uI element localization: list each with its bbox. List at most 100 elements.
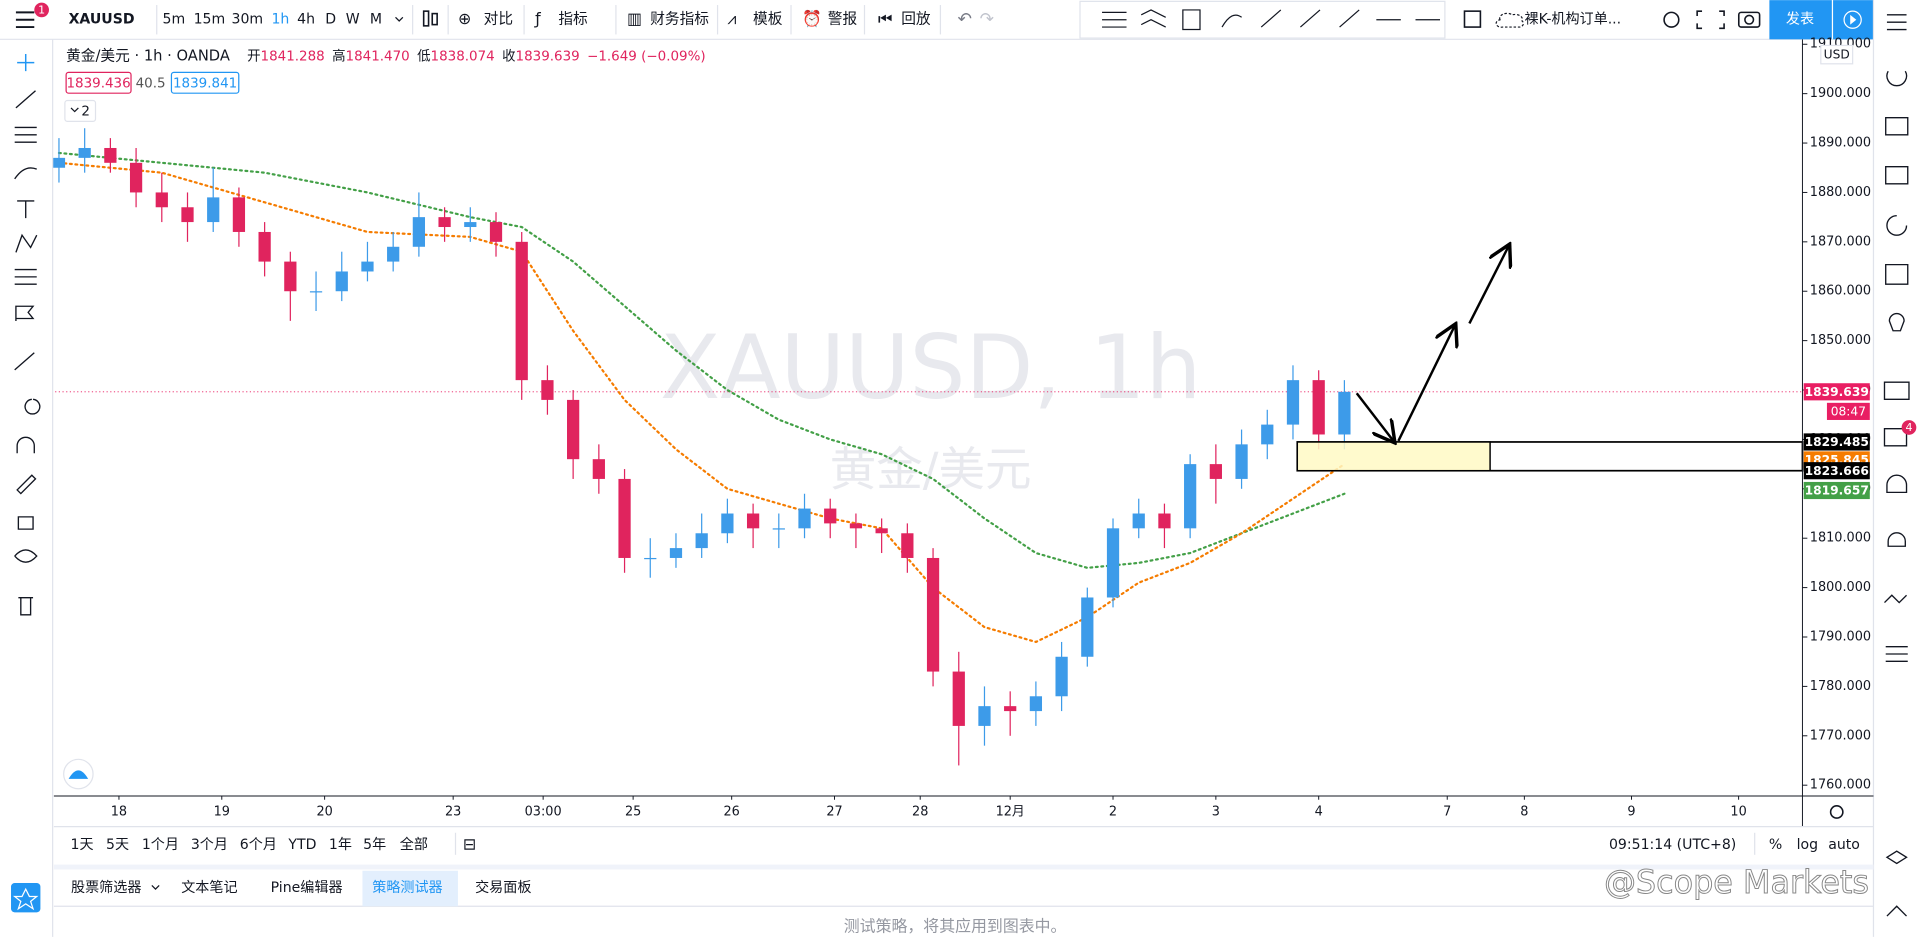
zone: [1296, 441, 1491, 472]
x-tick-label: 26: [724, 804, 740, 819]
bid-box[interactable]: [65, 71, 132, 94]
x-tick-label: 25: [625, 804, 641, 819]
x-tick-label: 12月: [996, 804, 1025, 819]
scale-option[interactable]: auto: [1828, 837, 1860, 853]
candle-body: [1106, 528, 1120, 598]
x-tick-label: 9: [1627, 804, 1635, 819]
panel-message: 测试策略，将其应用到图表中。: [844, 917, 1067, 936]
range-button[interactable]: 全部: [400, 836, 428, 853]
toolbar-button[interactable]: 模板: [753, 10, 783, 28]
watermark: XAUUSD, 1h: [660, 316, 1202, 419]
badge: 1: [38, 4, 45, 17]
toolbar-button[interactable]: 警报: [828, 11, 858, 28]
range-button[interactable]: 5天: [106, 837, 129, 853]
x-tick-label: 03:00: [525, 804, 562, 819]
toolbar-button[interactable]: 指标: [558, 11, 588, 28]
candle-body: [669, 548, 683, 558]
toolbar-button[interactable]: 对比: [484, 11, 513, 28]
x-tick-label: 18: [111, 804, 127, 819]
panel-tab[interactable]: 股票筛选器: [71, 880, 141, 896]
panel-tab[interactable]: 文本笔记: [181, 880, 237, 896]
ohlc-value: 1841.288: [261, 49, 325, 64]
bid: 1839.436: [66, 76, 130, 91]
candle-body: [129, 162, 143, 193]
candle-body: [1312, 380, 1325, 435]
tab-dropdown: [151, 885, 160, 890]
candle-body: [489, 222, 503, 242]
interval[interactable]: 5m: [163, 12, 186, 28]
toolbar-button[interactable]: 回放: [901, 11, 931, 28]
toolbar-icon: ⏮: [878, 9, 892, 28]
arrow-drawing[interactable]: [1397, 326, 1454, 442]
arrow-drawing[interactable]: [1355, 392, 1394, 441]
candle-body: [798, 508, 811, 529]
interval[interactable]: M: [370, 12, 382, 28]
right-tools[interactable]: 4: [1883, 14, 1917, 917]
toolbar-icon: ▥: [627, 9, 642, 28]
x-tick-label: 20: [316, 804, 332, 819]
candle-body: [978, 706, 991, 726]
left-tools[interactable]: [11, 54, 41, 913]
interval[interactable]: 15m: [194, 12, 226, 28]
panel-tab[interactable]: 交易面板: [475, 879, 531, 896]
publish-button[interactable]: [1769, 0, 1832, 40]
symbol[interactable]: XAUUSD: [69, 12, 135, 28]
candle-body: [772, 528, 785, 530]
x-tick-label: 10: [1730, 804, 1746, 819]
interval[interactable]: D: [325, 12, 336, 28]
range-picker[interactable]: ⊟: [463, 835, 476, 854]
candle-body: [438, 217, 451, 228]
toolbar-button[interactable]: 财务指标: [650, 11, 709, 28]
range-button[interactable]: 1天: [71, 837, 94, 853]
interval[interactable]: 30m: [232, 12, 264, 28]
watermark-sub: 黄金/美元: [830, 442, 1032, 496]
candle-body: [849, 523, 863, 529]
candle-body: [541, 380, 554, 400]
candle-body: [1235, 444, 1248, 479]
interval[interactable]: 1h: [271, 12, 289, 28]
candle-type[interactable]: [422, 10, 438, 27]
candle-body: [104, 147, 117, 163]
range-button[interactable]: 1年: [329, 837, 352, 853]
watermark-brand: @Scope Markets: [1604, 863, 1869, 901]
range-button[interactable]: 6个月: [240, 837, 277, 853]
currency-box: [1820, 44, 1854, 65]
candle-body: [1261, 424, 1274, 445]
layout-name[interactable]: 裸K-机构订单...: [1524, 12, 1621, 28]
countdown: 08:47: [1831, 405, 1866, 419]
redo[interactable]: ↷: [980, 10, 994, 30]
range-button[interactable]: 1个月: [142, 837, 179, 853]
price-label-box: [1803, 383, 1870, 401]
candle-body: [258, 231, 271, 262]
toolbar-icon: ⩘: [727, 9, 736, 28]
arrow-drawing[interactable]: [1468, 246, 1508, 324]
range-button[interactable]: YTD: [287, 837, 316, 853]
price-label: 1823.666: [1805, 464, 1869, 478]
y-tick-label: 1770.000: [1810, 728, 1871, 743]
panel-tab[interactable]: Pine编辑器: [271, 880, 343, 896]
y-tick-label: 1860.000: [1810, 284, 1871, 299]
candle-body: [155, 192, 168, 208]
countdown-box: [1826, 402, 1870, 420]
undo[interactable]: ↶: [958, 10, 972, 30]
panel-tab[interactable]: 策略测试器: [372, 879, 442, 896]
menu-button[interactable]: 1: [15, 2, 49, 29]
axis-settings[interactable]: [1829, 805, 1844, 819]
scale-option[interactable]: %: [1769, 837, 1782, 853]
x-tick-label: 27: [826, 804, 842, 819]
range-button[interactable]: 5年: [363, 837, 386, 853]
interval[interactable]: W: [346, 12, 360, 28]
candle-body: [746, 513, 760, 529]
collapse-button[interactable]: [64, 99, 97, 122]
clock[interactable]: 09:51:14 (UTC+8): [1609, 837, 1736, 853]
scale-option[interactable]: log: [1797, 837, 1818, 853]
x-tick-label: 7: [1443, 804, 1451, 819]
interval[interactable]: 4h: [297, 12, 315, 28]
range-button[interactable]: 3个月: [191, 837, 228, 853]
ask-box[interactable]: [170, 71, 240, 94]
interval-dropdown[interactable]: [395, 16, 404, 22]
y-tick-label: 1870.000: [1810, 234, 1871, 249]
legend-change: −1.649 (−0.09%): [587, 49, 706, 64]
